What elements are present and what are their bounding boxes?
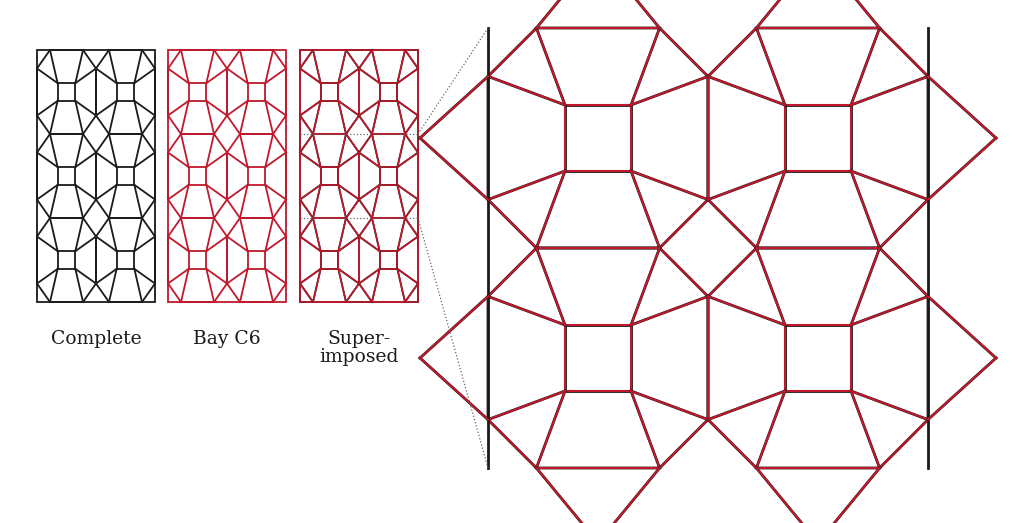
Bar bbox=[380, 167, 397, 185]
Bar bbox=[168, 50, 286, 302]
Bar bbox=[117, 251, 134, 269]
Text: Complete: Complete bbox=[50, 330, 141, 348]
Bar bbox=[188, 251, 207, 269]
Bar bbox=[57, 83, 76, 101]
Text: Super-: Super- bbox=[328, 330, 390, 348]
Bar bbox=[248, 251, 265, 269]
Bar bbox=[785, 105, 851, 171]
Bar bbox=[321, 167, 338, 185]
Bar bbox=[300, 50, 418, 302]
Bar bbox=[380, 83, 397, 101]
Bar bbox=[321, 83, 338, 101]
Bar bbox=[565, 105, 631, 171]
Bar bbox=[321, 167, 338, 185]
Bar bbox=[37, 50, 155, 302]
Bar bbox=[321, 83, 338, 101]
Bar bbox=[248, 167, 265, 185]
Text: imposed: imposed bbox=[319, 348, 398, 366]
Bar bbox=[57, 167, 76, 185]
Bar bbox=[785, 325, 851, 391]
Text: Bay C6: Bay C6 bbox=[194, 330, 261, 348]
Bar bbox=[57, 251, 76, 269]
Bar bbox=[117, 167, 134, 185]
Bar bbox=[785, 105, 851, 171]
Bar bbox=[321, 251, 338, 269]
Bar bbox=[785, 325, 851, 391]
Bar bbox=[380, 167, 397, 185]
Bar bbox=[248, 83, 265, 101]
Bar bbox=[188, 83, 207, 101]
Bar bbox=[321, 251, 338, 269]
Bar bbox=[117, 83, 134, 101]
Bar bbox=[565, 325, 631, 391]
Bar bbox=[300, 50, 418, 302]
Bar bbox=[565, 325, 631, 391]
Bar bbox=[380, 83, 397, 101]
Bar bbox=[188, 167, 207, 185]
Bar bbox=[380, 251, 397, 269]
Bar bbox=[565, 105, 631, 171]
Bar bbox=[380, 251, 397, 269]
